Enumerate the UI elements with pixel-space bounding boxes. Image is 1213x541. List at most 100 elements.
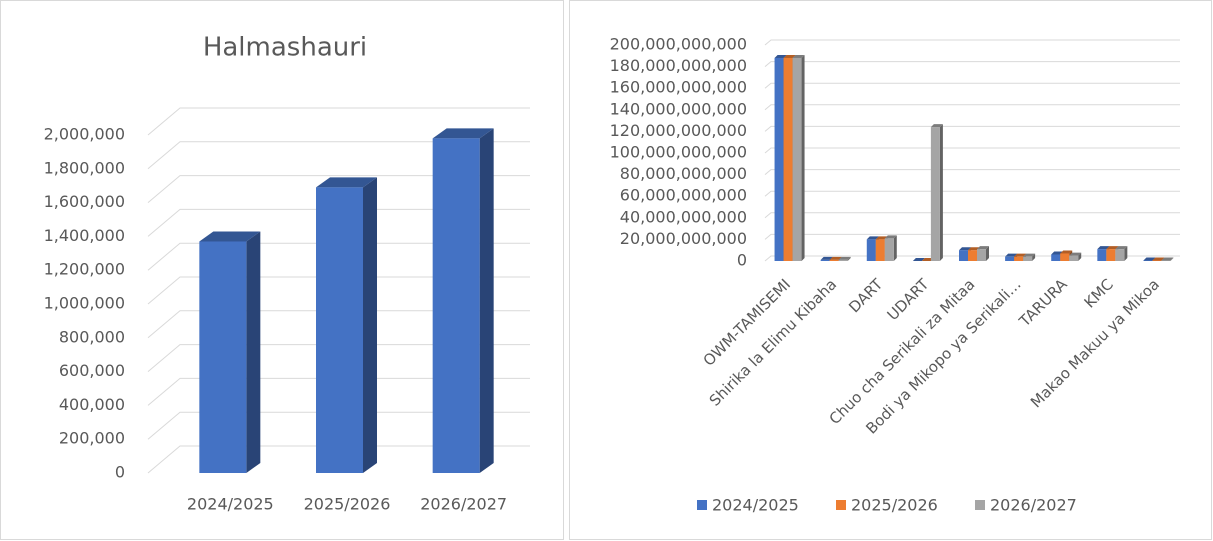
- bar-top: [829, 256, 842, 260]
- bar: [1023, 256, 1033, 261]
- y-tick-label: 0: [737, 251, 747, 270]
- bar: [829, 259, 839, 261]
- grid-line: [147, 377, 530, 406]
- y-tick-label: 1,400,000: [44, 226, 125, 245]
- bar-side: [1124, 246, 1128, 261]
- legend-label: 2024/2025: [712, 496, 799, 515]
- grid-line: [147, 141, 530, 170]
- legend-swatch: [975, 500, 985, 510]
- x-tick-label: 2024/2025: [187, 495, 274, 514]
- bar-top: [783, 54, 796, 58]
- legend-swatch: [836, 500, 846, 510]
- x-tick-label: 2025/2026: [304, 495, 391, 514]
- y-tick-label: 2,000,000: [44, 125, 125, 144]
- legend-label: 2025/2026: [851, 496, 938, 515]
- right-panel: [569, 0, 1212, 540]
- grid-line: [764, 125, 1180, 132]
- y-tick-label: 800,000: [59, 327, 125, 346]
- y-tick-label: 180,000,000,000: [610, 56, 747, 75]
- y-tick-label: 1,000,000: [44, 294, 125, 313]
- y-tick-label: 200,000,000,000: [610, 35, 747, 54]
- bar: [316, 187, 363, 473]
- y-tick-label: 1,800,000: [44, 158, 125, 177]
- grid-line: [764, 104, 1180, 111]
- bar: [1051, 254, 1061, 261]
- bar: [1161, 260, 1171, 261]
- y-tick-label: 160,000,000,000: [610, 78, 747, 97]
- bar: [792, 57, 802, 262]
- bar: [1115, 249, 1125, 261]
- y-tick-label: 400,000: [59, 395, 125, 414]
- grid-line: [147, 107, 530, 136]
- bar-top: [199, 231, 261, 242]
- grid-line: [147, 411, 530, 440]
- grid-line: [147, 445, 530, 474]
- grid-line: [147, 208, 530, 237]
- bar-side: [1170, 257, 1174, 261]
- grid-line: [764, 233, 1180, 240]
- bar-top: [1060, 250, 1073, 254]
- grid-line: [147, 344, 530, 372]
- bar: [977, 249, 986, 261]
- grid-line: [147, 276, 530, 305]
- bar-top: [930, 124, 943, 128]
- bar-side: [893, 235, 897, 261]
- bar-top: [1014, 253, 1027, 257]
- y-tick-label: 600,000: [59, 361, 125, 380]
- y-tick-label: 200,000: [59, 429, 125, 448]
- bar: [820, 259, 830, 261]
- bar-top: [1097, 246, 1110, 250]
- grid-line: [764, 190, 1180, 197]
- bar: [1097, 249, 1107, 261]
- bar-top: [1161, 257, 1174, 261]
- y-tick-label: 60,000,000,000: [620, 186, 747, 205]
- bar-top: [866, 236, 879, 240]
- y-tick-label: 100,000,000,000: [610, 143, 747, 162]
- y-tick-label: 1,600,000: [44, 192, 125, 211]
- bar: [968, 250, 977, 261]
- bar-top: [1143, 257, 1156, 261]
- x-tick-label: 2026/2027: [420, 495, 507, 514]
- bar: [1069, 255, 1079, 261]
- bar-top: [774, 54, 787, 58]
- y-tick-label: 40,000,000,000: [620, 207, 747, 226]
- bar-top: [838, 256, 851, 260]
- y-tick-label: 80,000,000,000: [620, 164, 747, 183]
- bar-side: [246, 231, 261, 473]
- bar-top: [884, 235, 897, 239]
- grid-line: [147, 310, 530, 339]
- grid-line: [764, 39, 1180, 46]
- grid-line: [764, 61, 1180, 67]
- bar: [774, 57, 784, 262]
- bar: [1060, 253, 1070, 261]
- bar: [1005, 256, 1015, 261]
- bar-top: [912, 258, 925, 261]
- bar-side: [847, 256, 851, 261]
- grid-line: [147, 175, 530, 203]
- bar-top: [432, 128, 494, 139]
- bar-top: [1115, 246, 1128, 250]
- bar-top: [820, 256, 833, 260]
- bar-side: [939, 124, 943, 261]
- bar-side: [1078, 252, 1082, 261]
- bar: [432, 138, 480, 473]
- grid-line: [764, 82, 1180, 89]
- bar: [1152, 260, 1162, 261]
- bar-top: [977, 246, 989, 250]
- y-tick-label: 1,200,000: [44, 260, 125, 279]
- bar-side: [1032, 253, 1036, 261]
- y-tick-label: 120,000,000,000: [610, 121, 747, 140]
- bar: [875, 239, 885, 261]
- legend-swatch: [697, 500, 707, 510]
- bar-side: [479, 128, 494, 473]
- bar-top: [316, 177, 377, 188]
- bar: [1014, 256, 1024, 261]
- chart-title: Halmashauri: [203, 33, 367, 63]
- bar-top: [792, 54, 805, 58]
- bar-top: [1069, 252, 1082, 256]
- bar: [783, 57, 793, 262]
- legend-label: 2026/2027: [990, 496, 1077, 515]
- bar-top: [1152, 257, 1165, 261]
- grid-line: [764, 169, 1180, 175]
